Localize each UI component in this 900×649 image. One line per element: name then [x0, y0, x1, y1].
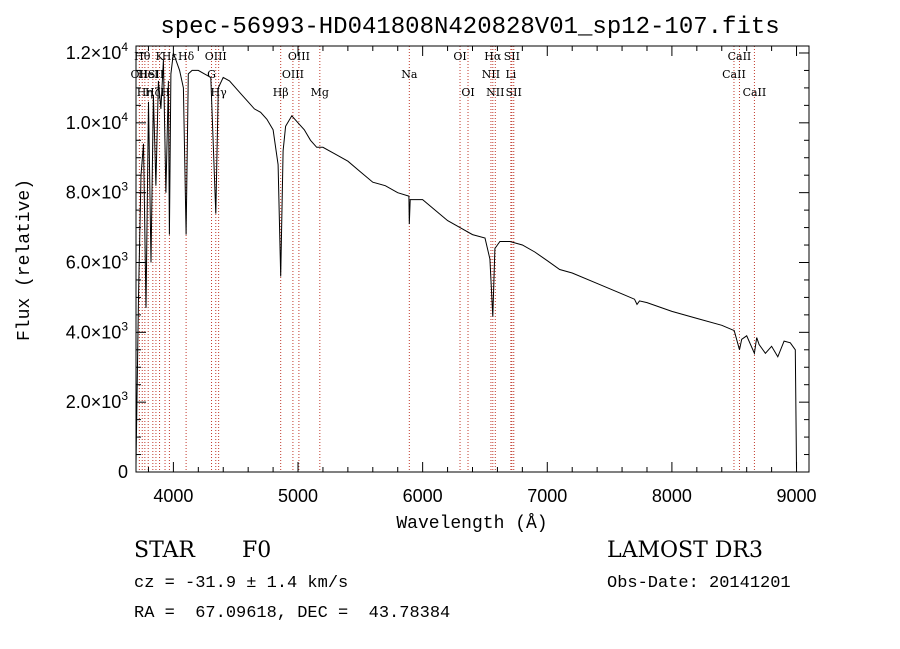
line-label-7: H	[160, 86, 170, 99]
line-label-19: OI	[461, 86, 474, 99]
chart-title: spec-56993-HD041808N420828V01_sp12-107.f…	[160, 14, 779, 41]
redshift-readout: cz = -31.9 ± 1.4 km/s	[134, 574, 349, 593]
y-tick-mantissa-6: 1.2×10	[66, 43, 122, 63]
x-tick-label-2: 6000	[403, 486, 443, 506]
y-tick-exponent-1: 3	[121, 389, 128, 403]
x-axis-label: Wavelength (Å)	[396, 513, 547, 534]
line-label-28: CaII	[743, 86, 767, 99]
y-axis-label: Flux (relative)	[15, 179, 35, 341]
x-tick-label-0: 4000	[153, 486, 193, 506]
line-label-2: Hη	[137, 86, 153, 99]
line-label-12: Hγ	[211, 86, 228, 99]
plot-frame	[135, 45, 810, 473]
x-tick-label-3: 7000	[527, 486, 567, 506]
spectral-subclass: F0	[242, 538, 272, 563]
x-axis-ticks: 4000 5000 6000 7000 8000 9000	[147, 46, 817, 506]
object-class: STAR	[134, 538, 195, 563]
line-label-1: Hθ	[134, 50, 151, 63]
y-tick-label-3: 6.0×103	[66, 249, 129, 272]
y-tick-exponent-2: 3	[121, 319, 128, 333]
line-label-13: Hβ	[273, 86, 289, 99]
y-tick-mantissa-1: 2.0×10	[66, 392, 122, 412]
line-label-15: OIII	[288, 50, 310, 63]
line-label-23: Li	[505, 68, 516, 81]
y-tick-label-2: 4.0×103	[66, 319, 129, 342]
y-tick-exponent-3: 3	[121, 249, 128, 263]
line-label-27: CaII	[728, 50, 752, 63]
line-label-25: SII	[506, 86, 522, 99]
y-tick-label-0: 0	[118, 462, 128, 482]
line-label-18: OI	[453, 50, 466, 63]
y-tick-exponent-6: 4	[121, 40, 128, 54]
line-label-17: Na	[401, 68, 418, 81]
x-tick-label-4: 8000	[652, 486, 692, 506]
y-tick-label-6: 1.2×104	[66, 40, 129, 63]
y-tick-exponent-5: 4	[121, 110, 128, 124]
survey-name: LAMOST DR3	[607, 538, 763, 563]
emission-line-markers	[138, 46, 755, 472]
line-label-16: Mg	[311, 86, 329, 99]
y-axis-ticks: 02.0×1034.0×1036.0×1038.0×1031.0×1041.2×…	[66, 40, 809, 482]
line-label-4: Hζ	[145, 86, 161, 99]
y-tick-mantissa-2: 4.0×10	[66, 322, 122, 342]
y-tick-label-1: 2.0×103	[66, 389, 129, 412]
y-tick-label-4: 8.0×103	[66, 180, 129, 203]
coordinates-readout: RA = 67.09618, DEC = 43.78384	[134, 604, 451, 623]
line-label-21: Hα	[484, 50, 502, 63]
y-tick-mantissa-4: 8.0×10	[66, 183, 122, 203]
line-label-26: CaII	[722, 68, 746, 81]
line-label-14: OIII	[282, 68, 304, 81]
line-label-3: HeI	[138, 68, 158, 81]
line-label-6: K	[155, 50, 164, 63]
spectrum-series-line	[135, 52, 797, 469]
x-tick-label-5: 9000	[777, 486, 817, 506]
line-label-11: OIII	[205, 50, 227, 63]
line-label-22: NII	[486, 86, 504, 99]
obs-date: Obs-Date: 20141201	[607, 574, 791, 593]
line-label-9: Hδ	[178, 50, 195, 63]
y-tick-mantissa-0: 0	[118, 462, 128, 482]
line-label-5: SII	[148, 68, 164, 81]
line-label-20: NII	[482, 68, 500, 81]
line-label-24: SII	[504, 50, 520, 63]
line-label-0: OII	[131, 68, 149, 81]
x-tick-label-1: 5000	[278, 486, 318, 506]
y-tick-label-5: 1.0×104	[66, 110, 129, 133]
y-tick-mantissa-5: 1.0×10	[66, 113, 122, 133]
y-tick-exponent-4: 3	[121, 180, 128, 194]
y-tick-mantissa-3: 6.0×10	[66, 252, 122, 272]
line-label-10: G	[207, 68, 216, 81]
